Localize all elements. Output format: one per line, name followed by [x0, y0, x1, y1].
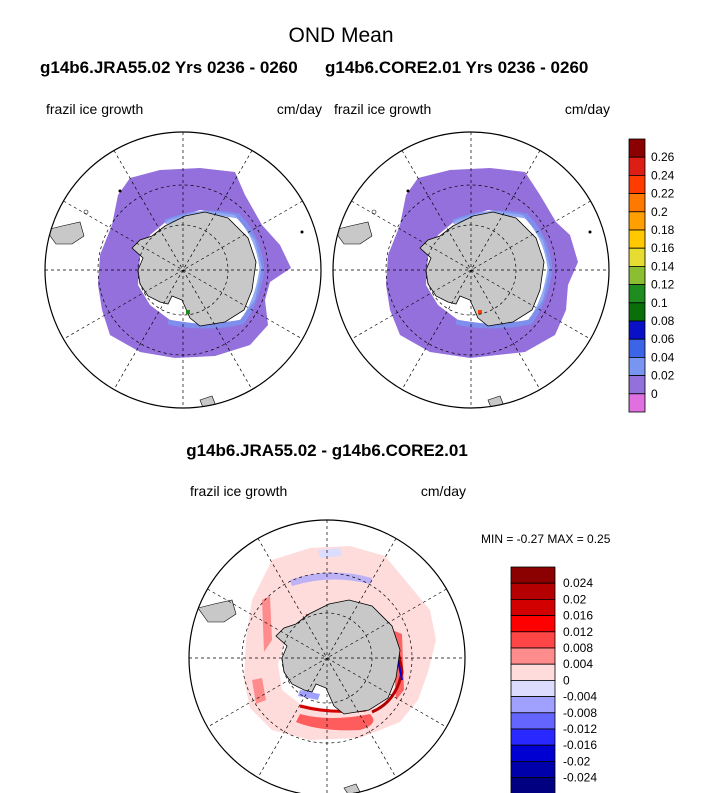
- ice-growth-field: [386, 168, 578, 358]
- map-panel-jra55: [44, 131, 322, 409]
- colorbar-swatch: [510, 728, 556, 746]
- colorbar-swatch: [510, 680, 556, 698]
- colorbar-tick-label: 0.08: [651, 314, 675, 328]
- colorbar-tick-label: 0.004: [563, 657, 593, 671]
- colorbar-tick-label: 0.22: [651, 187, 675, 201]
- colorbar-swatch: [510, 777, 556, 793]
- colorbar-swatch: [628, 211, 646, 231]
- panel-b-run-title: g14b6.CORE2.01 Yrs 0236 - 0260: [325, 58, 588, 77]
- colorbar-tick-label: 0.2: [651, 205, 668, 219]
- colorbar-tick-label: -0.008: [563, 706, 597, 720]
- panel-a-units: cm/day: [277, 101, 322, 117]
- colorbar-swatch: [628, 174, 646, 194]
- panel-b-left-label: frazil ice growth: [334, 101, 431, 117]
- min-max-text: MIN = -0.27 MAX = 0.25: [481, 532, 611, 546]
- antarctica-land: [275, 599, 401, 715]
- colorbar-tick-label: -0.012: [563, 722, 597, 736]
- colorbar-swatch: [628, 156, 646, 176]
- colorbar-tick-label: -0.02: [563, 754, 591, 768]
- colorbar-swatch: [510, 582, 556, 600]
- map-panel-core2: [332, 131, 610, 409]
- colorbar-swatch: [628, 247, 646, 267]
- colorbar-tick-label: 0.18: [651, 223, 675, 237]
- panel-b-units: cm/day: [565, 101, 610, 117]
- colorbar-swatch: [628, 138, 646, 158]
- colorbar-swatch: [510, 744, 556, 762]
- colorbar-tick-label: 0.04: [651, 350, 675, 364]
- antarctica-land: [419, 211, 545, 327]
- colorbar-swatch: [628, 302, 646, 322]
- colorbar-tick-label: 0.06: [651, 332, 675, 346]
- difference-title: g14b6.JRA55.02 - g14b6.CORE2.01: [186, 441, 468, 460]
- colorbar-tick-label: 0.02: [563, 592, 587, 606]
- colorbar-frazil: 0.26 0.24 0.22 0.2 0.18 0.16 0.14 0.12 0.1 0.08 0.…: [628, 138, 675, 413]
- colorbar-tick-label: -0.004: [563, 690, 597, 704]
- difference-left-label: frazil ice growth: [190, 483, 287, 499]
- colorbar-swatch: [510, 761, 556, 779]
- colorbar-difference: 0.024 0.02 0.016 0.012 0.008 0.004 0 -0.004 -0.0…: [510, 566, 597, 793]
- ice-growth-field: [98, 168, 291, 358]
- figure-title: OND Mean: [288, 24, 393, 47]
- colorbar-tick-label: 0.14: [651, 259, 675, 273]
- colorbar-swatch: [628, 284, 646, 304]
- colorbar-swatch: [628, 229, 646, 249]
- colorbar-swatch: [510, 599, 556, 617]
- colorbar-tick-label: 0.008: [563, 641, 593, 655]
- colorbar-swatch: [628, 320, 646, 340]
- colorbar-swatch: [510, 631, 556, 649]
- colorbar-swatch: [510, 615, 556, 633]
- difference-units: cm/day: [421, 483, 466, 499]
- colorbar-swatch: [510, 566, 556, 584]
- colorbar-tick-label: 0.012: [563, 625, 593, 639]
- colorbar-tick-label: -0.016: [563, 738, 597, 752]
- colorbar-swatch: [628, 193, 646, 213]
- colorbar-swatch: [628, 375, 646, 395]
- colorbar-tick-label: 0.024: [563, 576, 593, 590]
- colorbar-swatch: [628, 338, 646, 358]
- colorbar-tick-label: -0.024: [563, 771, 597, 785]
- colorbar-tick-label: 0.1: [651, 296, 668, 310]
- colorbar-swatch: [510, 696, 556, 714]
- colorbar-tick-label: 0.24: [651, 168, 675, 182]
- colorbar-swatch: [510, 647, 556, 665]
- colorbar-tick-label: 0.02: [651, 369, 675, 383]
- colorbar-swatch: [510, 712, 556, 730]
- colorbar-swatch: [628, 393, 646, 413]
- colorbar-tick-label: 0: [651, 387, 658, 401]
- colorbar-tick-label: 0.12: [651, 278, 675, 292]
- antarctica-land: [131, 211, 257, 327]
- colorbar-tick-label: 0.016: [563, 609, 593, 623]
- colorbar-swatch: [628, 265, 646, 285]
- colorbar-swatch: [510, 663, 556, 681]
- difference-field: [244, 546, 436, 740]
- colorbar-tick-label: 0.26: [651, 150, 675, 164]
- panel-a-run-title: g14b6.JRA55.02 Yrs 0236 - 0260: [40, 58, 298, 77]
- colorbar-tick-label: 0: [563, 673, 570, 687]
- panel-a-left-label: frazil ice growth: [46, 101, 143, 117]
- colorbar-tick-label: 0.16: [651, 241, 675, 255]
- colorbar-swatch: [628, 356, 646, 376]
- map-panel-difference: [188, 519, 466, 793]
